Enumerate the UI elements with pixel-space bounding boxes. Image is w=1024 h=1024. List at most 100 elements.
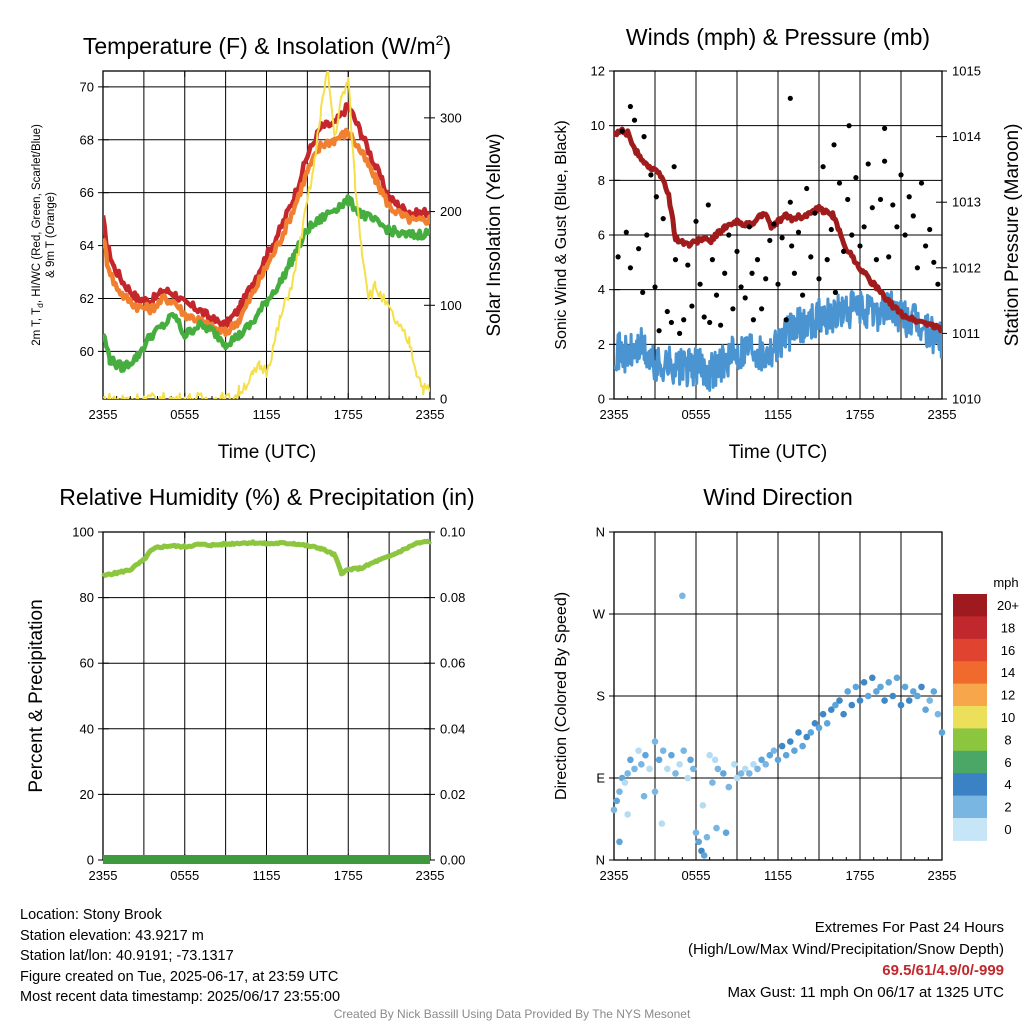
gust-point — [828, 226, 834, 233]
gust-point — [631, 117, 638, 123]
extremes-title: Extremes For Past 24 Hours — [814, 919, 1004, 936]
direction-point — [897, 701, 905, 709]
y2-tick-label: 0.00 — [440, 853, 465, 868]
x-tick-label: 2355 — [89, 407, 118, 422]
gust-point — [693, 218, 699, 224]
gust-point — [820, 164, 826, 170]
direction-point — [635, 747, 642, 754]
direction-point — [646, 765, 653, 773]
direction-point — [672, 770, 679, 777]
gust-point — [931, 259, 937, 265]
pressure-y-label: Station Pressure (Maroon) — [1002, 124, 1023, 347]
gust-point — [615, 254, 621, 260]
gust-point — [746, 224, 752, 230]
gust-point — [707, 319, 713, 326]
x-tick-label: 1155 — [764, 868, 792, 883]
colorbar-swatch — [953, 773, 987, 797]
direction-point — [787, 738, 794, 745]
humidity-y-label: Percent & Precipitation — [26, 599, 47, 792]
y-tick-label: 60 — [80, 344, 94, 359]
gust-point — [754, 257, 761, 263]
direction-point — [819, 710, 827, 718]
series-solar-insolation — [103, 71, 430, 399]
gust-point — [873, 257, 880, 263]
colorbar-label: 12 — [1001, 688, 1015, 703]
y-tick-label: 4 — [598, 282, 605, 297]
gust-point — [816, 276, 822, 282]
direction-point — [852, 683, 860, 691]
series-relative-humidity — [101, 538, 433, 579]
colorbar-swatch — [953, 795, 987, 819]
direction-point — [860, 679, 868, 686]
gust-point — [681, 317, 687, 323]
direction-point — [754, 765, 761, 773]
direction-point — [910, 688, 917, 695]
x-tick-label: 1755 — [334, 868, 363, 883]
gust-point — [935, 281, 941, 287]
gust-point — [789, 243, 795, 249]
direction-point — [901, 683, 909, 691]
colorbar-label: 2 — [1004, 800, 1011, 815]
direction-point — [725, 783, 733, 791]
x-tick-label: 0555 — [682, 868, 711, 883]
direction-point — [713, 824, 720, 832]
x-tick-label: 2355 — [600, 868, 629, 883]
y2-tick-label: 1013 — [952, 195, 981, 210]
winds-panel: Winds (mph) & Pressure (mb) 2355 0555 1155… — [553, 24, 1023, 463]
direction-point — [881, 697, 888, 704]
temperature-panel: Temperature (F) & Insolation (W/m2) 2355… — [31, 32, 505, 463]
direction-point — [741, 765, 749, 773]
extremes-values: 69.5/61/4.9/0/-999 — [882, 962, 1004, 979]
direction-point — [885, 679, 892, 686]
gust-point — [841, 248, 847, 254]
direction-point — [640, 792, 648, 800]
gust-point — [627, 265, 634, 271]
gust-point — [641, 134, 647, 140]
direction-point — [676, 761, 683, 768]
direction-point — [642, 751, 649, 759]
direction-point — [873, 688, 880, 695]
direction-point — [613, 797, 621, 805]
x-tick-label: 1755 — [846, 407, 875, 422]
direction-point — [799, 742, 806, 750]
y-tick-label: N — [596, 525, 605, 540]
gust-point — [627, 103, 634, 110]
direction-point — [703, 833, 711, 841]
x-tick-label: 2355 — [416, 868, 445, 883]
insolation-y-label: Solar Insolation (Yellow) — [484, 133, 505, 336]
gust-point — [718, 322, 724, 328]
gust-point — [886, 254, 892, 260]
gust-point — [685, 262, 691, 268]
direction-point — [720, 770, 727, 777]
gust-point — [898, 172, 904, 178]
direction-point — [695, 838, 703, 846]
gust-point — [652, 284, 658, 290]
direction-point — [828, 706, 835, 713]
gust-point — [779, 235, 785, 241]
y2-tick-label: 1010 — [952, 392, 981, 407]
extremes-subtitle: (High/Low/Max Wind/Precipitation/Snow De… — [688, 940, 1004, 958]
gust-point — [808, 254, 814, 260]
gust-point — [877, 196, 884, 203]
direction-point — [722, 829, 730, 836]
x-tick-label: 0555 — [682, 407, 711, 422]
wind-direction-y-label: Direction (Colored By Speed) — [553, 592, 570, 800]
gust-point — [795, 229, 802, 235]
gust-point — [869, 205, 875, 211]
x-tick-label: 1155 — [253, 407, 281, 422]
gust-point — [672, 257, 679, 263]
direction-point — [926, 697, 933, 704]
direction-point — [616, 788, 623, 795]
direction-point — [651, 738, 659, 745]
direction-point — [659, 747, 667, 754]
gust-point — [701, 314, 707, 320]
direction-point — [706, 751, 713, 759]
direction-point — [877, 683, 884, 691]
gust-point — [689, 303, 695, 309]
y-tick-label: 80 — [80, 590, 94, 605]
direction-point — [832, 701, 839, 709]
colorbar-label: 16 — [1001, 643, 1015, 658]
extremes-info: Extremes For Past 24 Hours (High/Low/Max… — [688, 917, 1004, 1003]
y-tick-label: 0 — [87, 853, 94, 868]
gust-point — [845, 196, 851, 203]
